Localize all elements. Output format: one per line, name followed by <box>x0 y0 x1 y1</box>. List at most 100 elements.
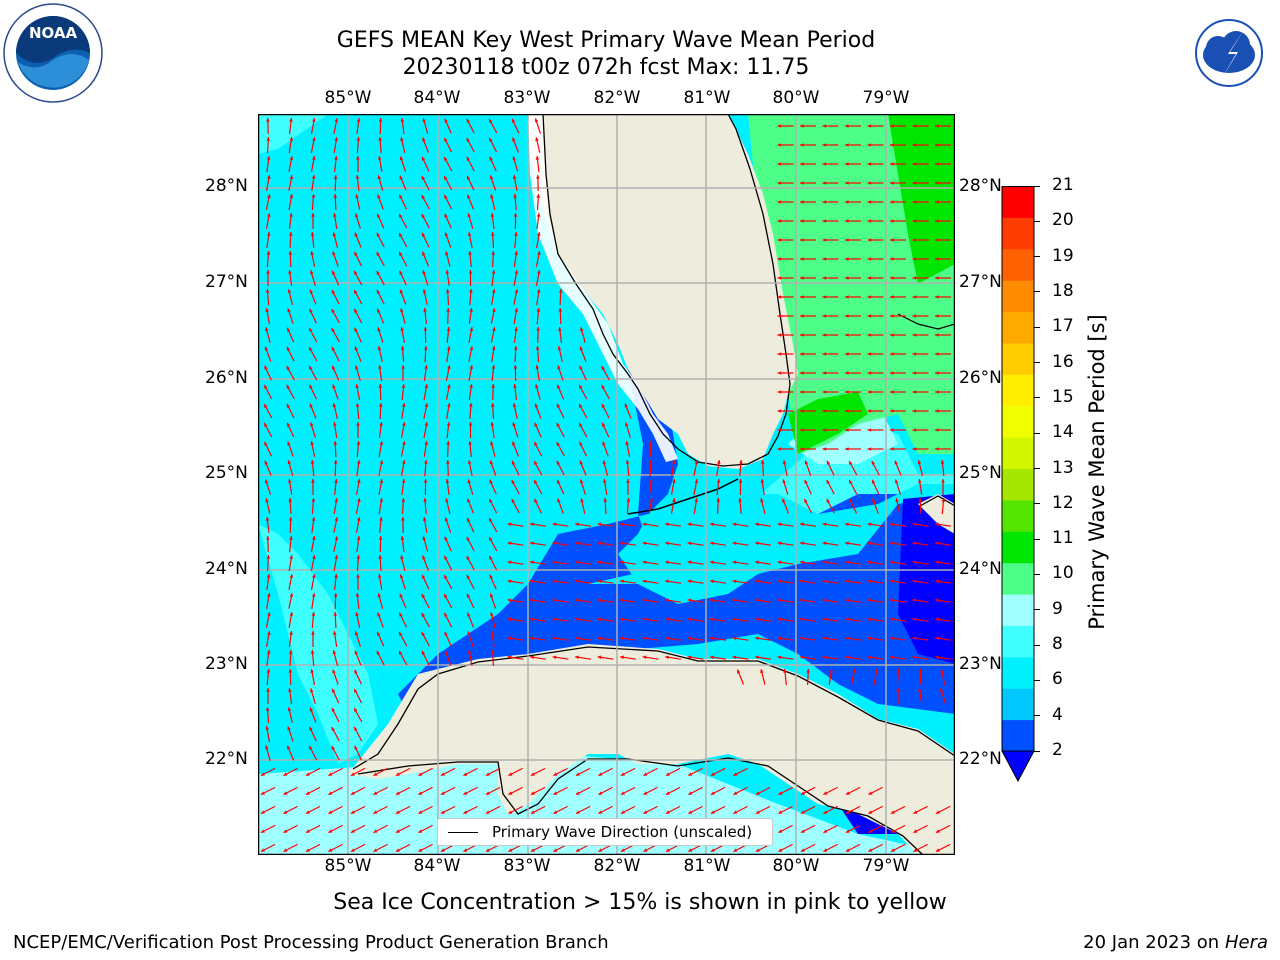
colorbar-segment <box>1002 562 1034 595</box>
wave-arrow <box>378 535 383 553</box>
wave-arrow <box>423 308 427 324</box>
wave-arrow <box>355 498 361 514</box>
wave-arrow <box>601 403 610 419</box>
wave-arrow <box>443 175 453 191</box>
wave-arrow <box>355 612 361 628</box>
wave-arrow <box>511 498 520 514</box>
wave-arrow <box>935 219 951 223</box>
wave-arrow <box>468 250 472 268</box>
wave-arrow <box>935 541 951 546</box>
wave-arrow <box>867 143 884 147</box>
wave-arrow <box>401 479 406 495</box>
wave-arrow <box>333 422 338 438</box>
wave-arrow <box>513 289 519 305</box>
wave-arrow <box>512 137 519 153</box>
wave-arrow <box>331 688 340 704</box>
wave-arrow <box>890 257 906 261</box>
lat-label-right: 24°N <box>959 559 1002 579</box>
wave-arrow <box>556 422 565 438</box>
wave-arrow <box>490 327 496 343</box>
wave-arrow <box>356 422 360 438</box>
wave-arrow <box>716 497 721 515</box>
wave-arrow <box>890 428 906 432</box>
wave-arrow <box>912 409 929 413</box>
lon-label-bottom: 81°W <box>683 856 731 876</box>
colorbar-tick-mark <box>1034 644 1040 646</box>
wave-arrow <box>760 479 765 495</box>
wave-arrow <box>305 843 321 853</box>
wave-arrow <box>665 655 681 660</box>
wave-arrow <box>491 383 495 401</box>
wave-arrow <box>777 219 794 223</box>
wave-arrow <box>491 270 496 286</box>
wave-arrow <box>466 574 475 590</box>
wave-arrow <box>488 498 498 514</box>
wave-arrow <box>800 352 816 356</box>
wave-arrow <box>822 200 839 204</box>
wave-arrow <box>467 650 473 666</box>
wave-arrow <box>418 786 433 796</box>
wave-arrow <box>309 308 317 324</box>
wave-arrow <box>288 574 294 590</box>
map-panel <box>257 113 956 856</box>
lat-label-right: 27°N <box>959 272 1002 292</box>
wave-arrow <box>935 447 951 451</box>
wave-arrow <box>755 522 771 527</box>
wave-arrow <box>935 617 951 622</box>
wave-arrow <box>800 655 816 660</box>
wave-arrow <box>310 555 316 571</box>
wave-arrow <box>868 786 883 796</box>
wave-arrow <box>823 824 838 834</box>
wave-arrow <box>822 655 839 660</box>
wave-arrow <box>421 213 430 229</box>
lon-label-top: 85°W <box>324 88 372 108</box>
wave-arrow <box>912 333 929 337</box>
wave-arrow <box>642 636 659 641</box>
wave-arrow <box>331 308 340 324</box>
wave-arrow <box>534 118 542 134</box>
wave-arrow <box>804 479 812 495</box>
wave-arrow <box>354 327 362 343</box>
wave-arrow <box>308 327 318 343</box>
wave-arrow <box>350 824 366 834</box>
wave-arrow <box>309 289 317 305</box>
wave-arrow <box>356 536 361 552</box>
wave-arrow <box>263 441 273 457</box>
wave-arrow <box>826 479 835 495</box>
wave-arrow <box>917 460 924 476</box>
colorbar-tick-mark <box>1034 715 1040 717</box>
wave-arrow <box>760 669 766 685</box>
wave-arrow <box>485 767 501 777</box>
wave-arrow <box>625 422 631 438</box>
wave-arrow <box>556 460 565 476</box>
wave-arrow <box>575 579 591 584</box>
wave-arrow <box>557 365 564 381</box>
wave-arrow <box>738 497 742 515</box>
wave-arrow <box>288 231 293 249</box>
wave-arrow <box>286 745 295 761</box>
wave-arrow <box>755 636 771 641</box>
wave-arrow <box>873 668 879 686</box>
chart-title: GEFS MEAN Key West Primary Wave Mean Per… <box>336 28 876 53</box>
colorbar-segment <box>1002 437 1034 469</box>
wave-arrow <box>283 767 298 777</box>
wave-arrow <box>398 232 408 248</box>
colorbar-tick-mark <box>1034 679 1040 681</box>
wave-arrow <box>822 124 839 128</box>
wave-arrow <box>912 314 929 318</box>
wave-arrow <box>732 560 749 565</box>
wave-arrow <box>912 200 929 204</box>
wave-arrow <box>533 479 543 495</box>
sea-band-8-9 <box>258 744 955 855</box>
wave-arrow <box>355 365 361 381</box>
wave-arrow <box>463 805 478 815</box>
wave-arrow <box>535 384 541 400</box>
wave-arrow <box>800 276 816 280</box>
wave-arrow <box>507 617 524 622</box>
wave-arrow <box>288 593 294 609</box>
wave-arrow <box>918 688 923 704</box>
wave-arrow <box>353 726 363 742</box>
wave-arrow <box>446 307 450 325</box>
wave-arrow <box>265 498 271 514</box>
wave-arrow <box>890 843 906 853</box>
